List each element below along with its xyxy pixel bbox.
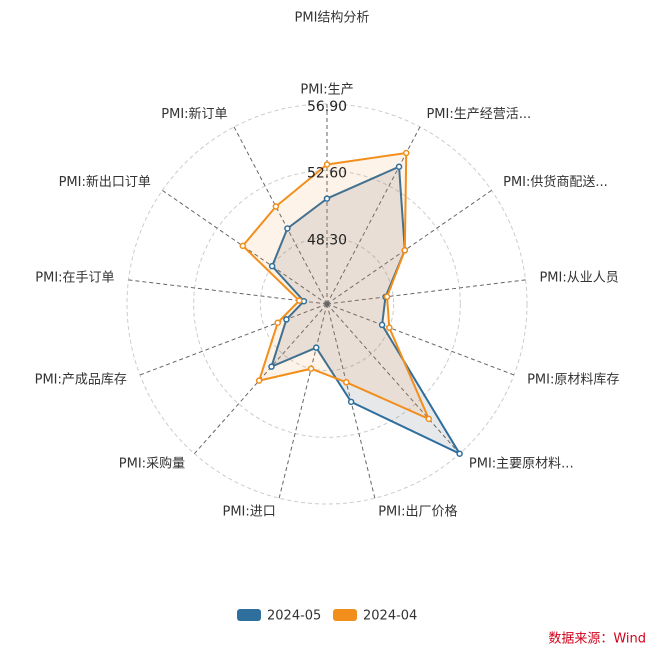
category-label: PMI:产成品库存 bbox=[35, 371, 127, 387]
legend-label: 2024-05 bbox=[267, 609, 321, 624]
radial-tick-label: 48.30 bbox=[307, 232, 347, 248]
grid-circle bbox=[193, 170, 461, 438]
category-label: PMI:生产经营活... bbox=[426, 107, 531, 122]
radial-tick-label: 56.90 bbox=[307, 99, 347, 115]
data-point bbox=[343, 379, 350, 386]
data-point bbox=[255, 377, 263, 384]
data-point bbox=[272, 203, 280, 210]
axis-spoke bbox=[278, 303, 328, 499]
grid-circle bbox=[126, 103, 528, 505]
data-point bbox=[401, 247, 409, 254]
axis-spoke bbox=[128, 279, 328, 305]
data-point bbox=[284, 225, 291, 232]
axis-spoke bbox=[233, 126, 328, 305]
category-label: PMI:新订单 bbox=[161, 106, 227, 122]
category-label: PMI:在手订单 bbox=[35, 271, 114, 286]
axis-spoke bbox=[326, 126, 421, 305]
axis-spoke bbox=[326, 279, 526, 305]
radial-tick-label: 52.60 bbox=[307, 166, 347, 182]
data-point bbox=[323, 161, 331, 168]
legend-swatch bbox=[333, 609, 357, 621]
category-label: PMI:从业人员 bbox=[539, 271, 618, 286]
category-label: PMI:出厂价格 bbox=[378, 503, 457, 519]
category-label: PMI:主要原材料... bbox=[469, 457, 574, 472]
category-label: PMI:生产 bbox=[300, 83, 353, 98]
data-point bbox=[456, 450, 463, 457]
data-point bbox=[268, 363, 275, 370]
data-point bbox=[347, 398, 355, 406]
grid-circle bbox=[259, 236, 395, 372]
data-point bbox=[395, 163, 403, 170]
data-point bbox=[378, 321, 386, 329]
center-dot bbox=[324, 301, 330, 307]
legend-swatch bbox=[237, 609, 261, 621]
axis-spoke bbox=[139, 303, 328, 376]
data-point bbox=[296, 297, 303, 304]
data-point bbox=[307, 365, 315, 372]
chart-title: PMI结构分析 bbox=[295, 11, 370, 26]
data-point bbox=[403, 149, 410, 157]
data-point bbox=[386, 324, 393, 331]
data-point bbox=[274, 319, 281, 326]
series-area bbox=[241, 151, 431, 421]
legend-label: 2024-04 bbox=[363, 609, 417, 624]
data-point bbox=[383, 293, 391, 300]
category-label: PMI:采购量 bbox=[119, 456, 185, 472]
axis-spoke bbox=[326, 189, 492, 305]
data-point bbox=[312, 344, 320, 351]
category-label: PMI:原材料库存 bbox=[527, 371, 619, 387]
axis-spoke bbox=[326, 303, 460, 455]
data-point bbox=[323, 195, 331, 202]
source-note: 数据来源：Wind bbox=[548, 632, 646, 647]
category-label: PMI:供货商配送... bbox=[503, 174, 608, 190]
data-point bbox=[268, 262, 276, 270]
data-point bbox=[239, 242, 247, 250]
data-point bbox=[283, 316, 290, 323]
data-point bbox=[425, 415, 433, 423]
category-label: PMI:进口 bbox=[223, 504, 276, 519]
category-label: PMI:新出口订单 bbox=[59, 174, 151, 190]
axis-spoke bbox=[326, 303, 515, 376]
